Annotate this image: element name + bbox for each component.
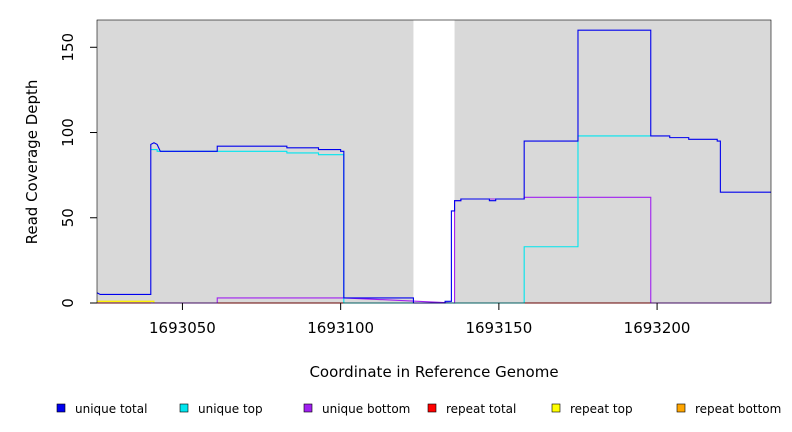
- legend-swatch: [179, 403, 189, 413]
- legend-swatch: [551, 403, 561, 413]
- x-axis-label: Coordinate in Reference Genome: [309, 363, 558, 381]
- legend-item-unique-total: unique total: [56, 402, 147, 416]
- legend-item-unique-bottom: unique bottom: [303, 402, 410, 416]
- y-tick-label: 0: [59, 298, 77, 308]
- shaded-region-1: [97, 20, 414, 303]
- series-unique-total: [96, 29, 771, 304]
- legend-swatch: [56, 403, 66, 413]
- legend-item-repeat-top: repeat top: [551, 402, 633, 416]
- legend-label: unique bottom: [322, 402, 410, 416]
- y-tick-label: 50: [59, 208, 77, 227]
- shaded-region-2: [454, 20, 771, 303]
- plot-frame: [96, 19, 772, 304]
- legend-label: repeat top: [570, 402, 633, 416]
- x-tick-label: 1693200: [624, 319, 691, 337]
- legend-label: repeat total: [446, 402, 516, 416]
- x-tick-label: 1693100: [307, 319, 374, 337]
- x-tick-label: 1693150: [465, 319, 532, 337]
- x-axis: 1693050 1693100 1693150 1693200: [149, 303, 690, 337]
- legend-item-repeat-bottom: repeat bottom: [676, 402, 781, 416]
- legend-label: unique total: [75, 402, 147, 416]
- shaded-regions: [97, 20, 771, 303]
- legend-item-repeat-total: repeat total: [427, 402, 516, 416]
- y-tick-label: 150: [59, 33, 77, 62]
- x-tick-label: 1693050: [149, 319, 216, 337]
- legend-item-unique-top: unique top: [179, 402, 263, 416]
- legend-swatch: [303, 403, 313, 413]
- legend: unique total unique top unique bottom repea…: [56, 402, 781, 416]
- y-tick-label: 100: [59, 118, 77, 147]
- y-axis-label: Read Coverage Depth: [23, 80, 41, 245]
- legend-swatch: [676, 403, 686, 413]
- y-axis: 0 50 100 150: [59, 33, 97, 308]
- legend-swatch: [427, 403, 437, 413]
- legend-label: unique top: [198, 402, 263, 416]
- legend-label: repeat bottom: [695, 402, 781, 416]
